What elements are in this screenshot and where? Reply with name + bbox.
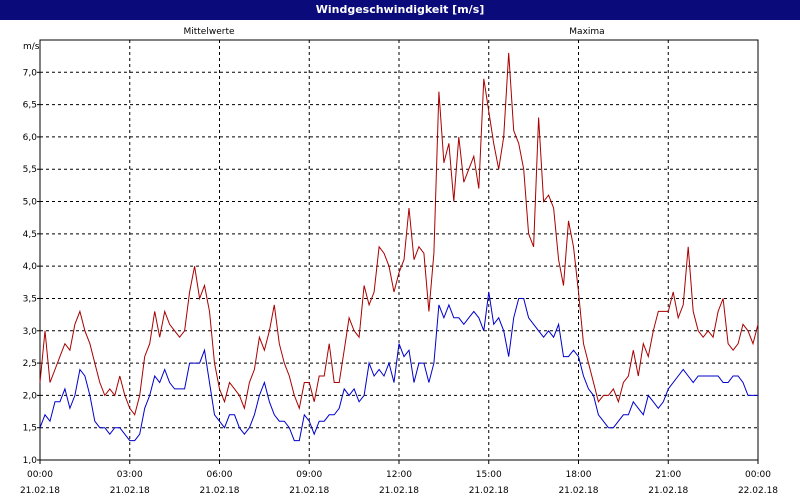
x-tick-date: 21.02.18	[20, 486, 60, 496]
y-tick-label: 1,5	[23, 424, 37, 434]
x-tick-time: 06:00	[207, 470, 233, 480]
x-tick-time: 12:00	[386, 470, 412, 480]
y-tick-label: 4,5	[23, 230, 37, 240]
chart-background	[0, 20, 800, 500]
legend-maxima: Maxima	[569, 27, 604, 37]
x-tick-date: 21.02.18	[110, 486, 150, 496]
x-tick-time: 00:00	[27, 470, 53, 480]
x-tick-time: 18:00	[566, 470, 592, 480]
y-tick-label: 6,5	[23, 101, 37, 111]
series-maxima-line	[39, 52, 759, 416]
y-tick-label: 1,0	[23, 456, 38, 466]
x-tick-date: 21.02.18	[289, 486, 329, 496]
x-tick-date: 21.02.18	[648, 486, 688, 496]
x-tick-date: 21.02.18	[199, 486, 239, 496]
wind-speed-chart: 1,01,52,02,53,03,54,04,55,05,56,06,57,0 …	[0, 20, 800, 500]
x-tick-date: 21.02.18	[558, 486, 598, 496]
chart-title: Windgeschwindigkeit [m/s]	[0, 0, 800, 20]
series-lines	[39, 52, 759, 442]
y-axis-unit-label: m/s	[23, 42, 40, 52]
x-tick-time: 09:00	[296, 470, 322, 480]
legend-mittelwerte: Mittelwerte	[183, 27, 234, 37]
y-tick-label: 4,0	[23, 262, 38, 272]
y-tick-label: 3,5	[23, 294, 37, 304]
y-tick-label: 2,0	[23, 391, 38, 401]
x-tick-date: 22.02.18	[738, 486, 778, 496]
y-tick-label: 5,0	[23, 198, 38, 208]
y-axis: 1,0 1,5 2,0 2,5 3,0 3,5 4,0 4,5 5,0 5,5 6,0 6,5 7,0	[23, 68, 40, 466]
y-tick-label: 2,5	[23, 359, 37, 369]
x-tick-date: 21.02.18	[469, 486, 509, 496]
y-tick-label: 6,0	[23, 133, 38, 143]
y-tick-label: 7,0	[23, 68, 38, 78]
x-tick-time: 00:00	[745, 470, 771, 480]
x-tick-time: 03:00	[117, 470, 143, 480]
x-tick-time: 15:00	[476, 470, 502, 480]
y-tick-label: 3,0	[23, 327, 38, 337]
series-mittelwerte-line	[39, 291, 758, 442]
x-axis: 00:00 21.02.18 03:00 21.02.18 06:00 21.02.18 0…	[20, 460, 778, 496]
y-tick-label: 5,5	[23, 165, 37, 175]
x-tick-date: 21.02.18	[379, 486, 419, 496]
x-tick-time: 21:00	[655, 470, 681, 480]
